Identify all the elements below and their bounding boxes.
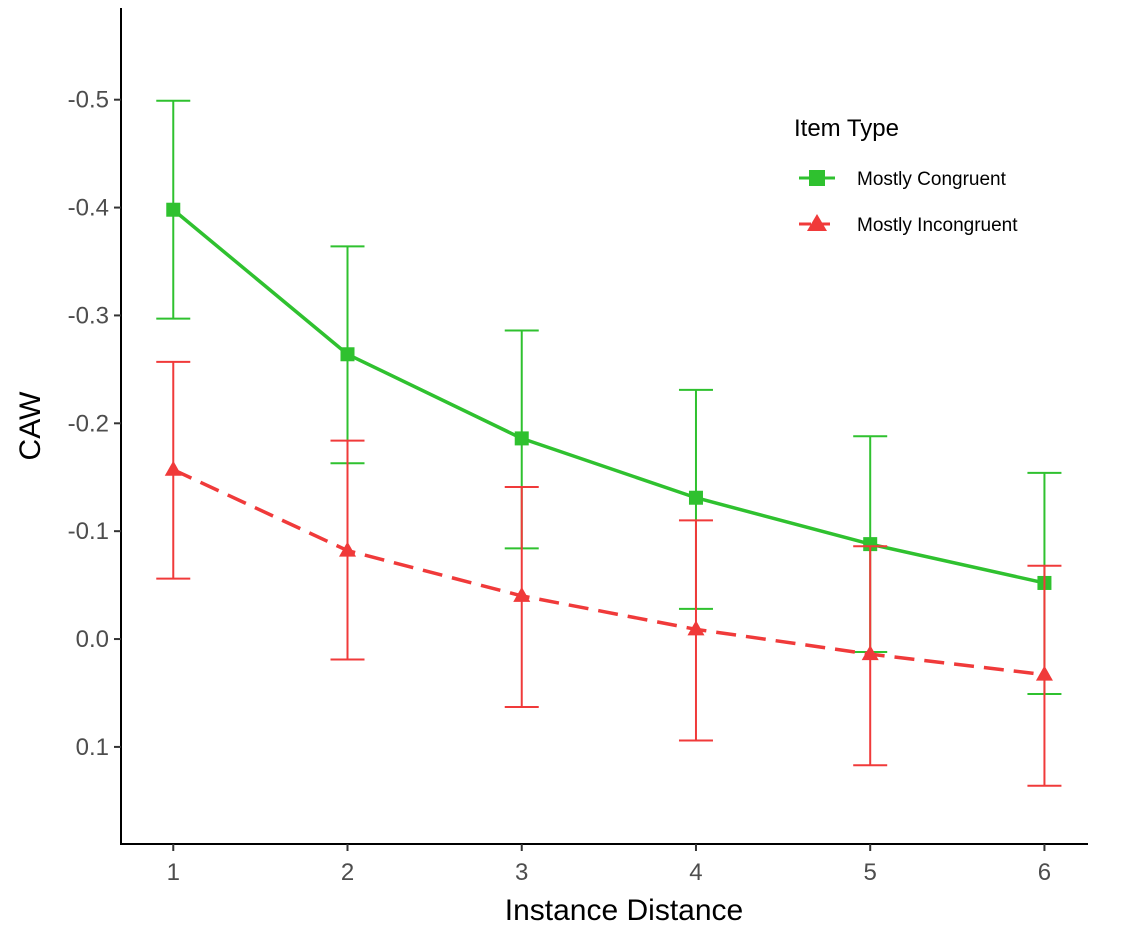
y-tick-label: 0.0	[76, 626, 109, 653]
series-mostly-incongruent	[156, 360, 1062, 787]
x-tick-label: 1	[167, 859, 180, 886]
series-layer	[156, 99, 1062, 787]
legend: Item Type Mostly Congruent Mostly Incong…	[794, 115, 1018, 236]
legend-item-mostly-incongruent: Mostly Incongruent	[799, 214, 1018, 236]
y-axis-title: CAW	[14, 391, 47, 461]
series-line	[172, 208, 1045, 585]
data-point-triangle	[861, 645, 879, 661]
legend-label-incongruent: Mostly Incongruent	[857, 215, 1018, 236]
legend-title: Item Type	[794, 115, 899, 142]
y-tick-label: -0.1	[68, 518, 109, 545]
legend-item-mostly-congruent: Mostly Congruent	[799, 169, 1007, 190]
data-point-triangle	[687, 620, 705, 636]
data-point-square	[863, 537, 878, 552]
x-tick-label: 5	[864, 859, 877, 886]
y-tick-label: -0.3	[68, 302, 109, 329]
y-tick-label: 0.1	[76, 734, 109, 761]
series-line	[172, 468, 1045, 677]
x-tick-label: 3	[515, 859, 528, 886]
data-point-square	[166, 202, 181, 217]
y-axis-ticks: -0.5 -0.4 -0.3 -0.2 -0.1 0.0 0.1	[68, 87, 121, 761]
x-axis-title: Instance Distance	[505, 894, 743, 927]
y-tick-label: -0.5	[68, 87, 109, 114]
series-mostly-congruent	[156, 99, 1062, 696]
x-axis-ticks: 1 2 3 4 5 6	[167, 844, 1051, 886]
legend-key-square-icon	[809, 170, 825, 186]
y-tick-label: -0.2	[68, 410, 109, 437]
y-tick-label: -0.4	[68, 195, 109, 222]
data-point-square	[340, 347, 355, 362]
x-tick-label: 6	[1038, 859, 1051, 886]
data-point-square	[514, 431, 529, 446]
legend-label-congruent: Mostly Congruent	[857, 169, 1007, 190]
x-tick-label: 4	[689, 859, 702, 886]
data-point-triangle	[1035, 665, 1053, 681]
data-point-triangle	[339, 541, 357, 557]
data-point-triangle	[513, 586, 531, 602]
legend-key-triangle-icon	[807, 214, 827, 231]
x-tick-label: 2	[341, 859, 354, 886]
data-point-square	[688, 490, 703, 505]
data-point-triangle	[164, 460, 182, 476]
